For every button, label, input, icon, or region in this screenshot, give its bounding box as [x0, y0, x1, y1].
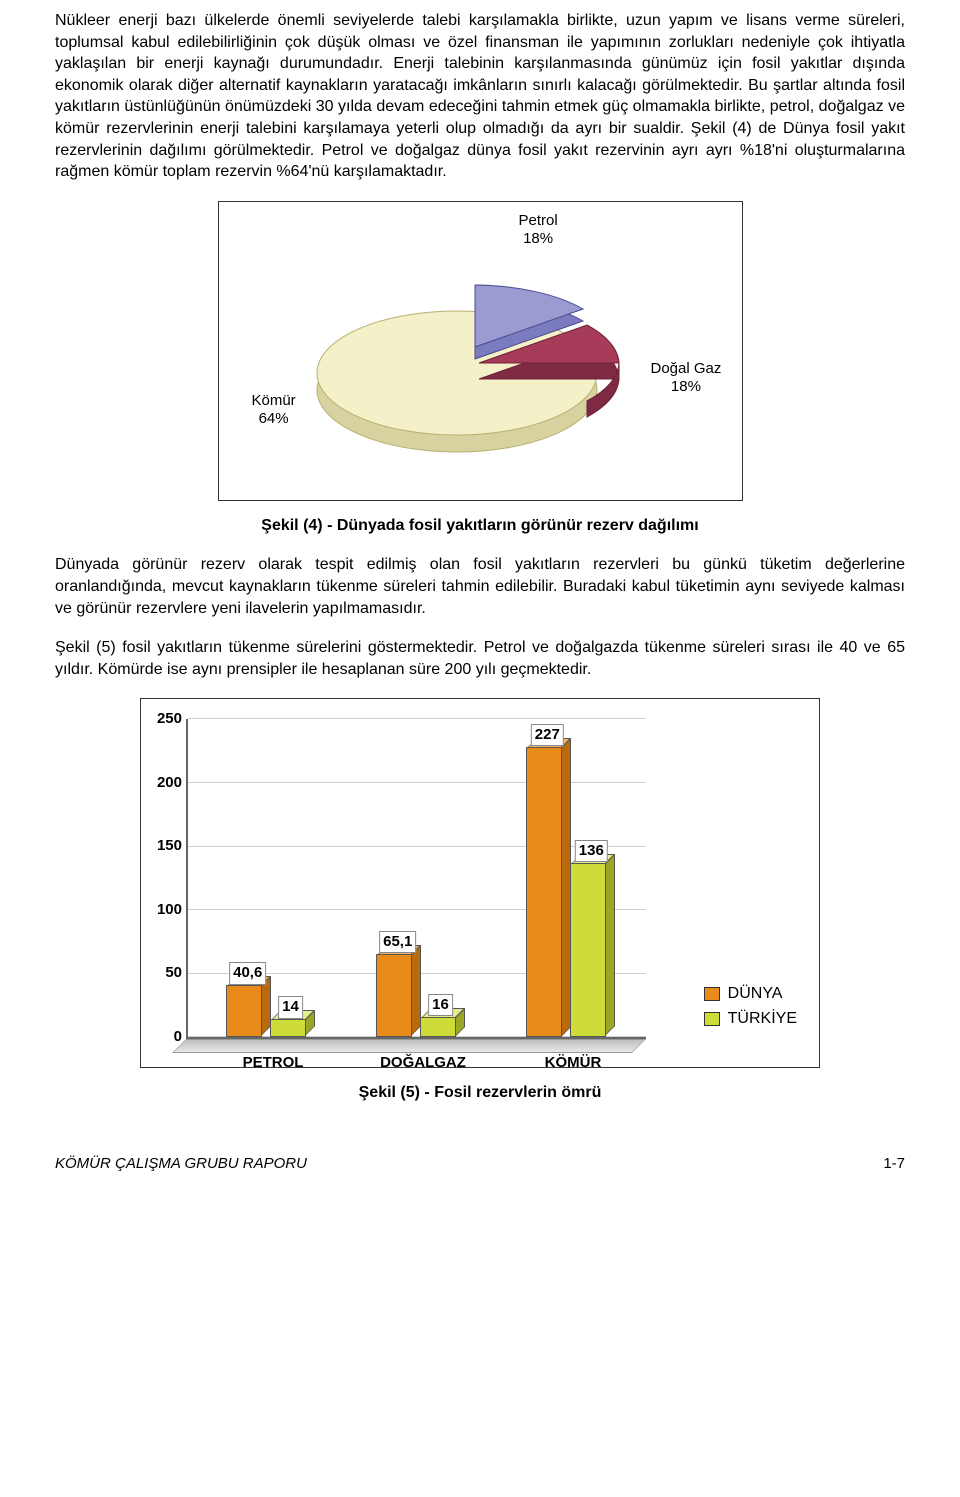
body-paragraph-2: Dünyada görünür rezerv olarak tespit edi… — [55, 554, 905, 619]
ytick: 150 — [157, 836, 188, 856]
x-category: PETROL — [218, 1037, 328, 1073]
legend-swatch — [704, 987, 720, 1001]
bar-dunya: 227 — [526, 747, 562, 1038]
x-category: DOĞALGAZ — [368, 1037, 478, 1073]
pie-slice-name: Kömür — [252, 392, 296, 409]
ytick: 50 — [165, 964, 188, 984]
pie-graphic — [309, 257, 649, 484]
bar-turkiye: 14 — [270, 1019, 306, 1037]
legend-label: DÜNYA — [728, 983, 783, 1005]
bar-value-label: 16 — [428, 994, 453, 1016]
pie-slice-name: Doğal Gaz — [651, 360, 722, 377]
pie-chart-figure-4: Petrol 18% Doğal Gaz 18% Kömür 64% — [218, 201, 743, 501]
bar-dunya: 40,6 — [226, 985, 262, 1037]
bar-chart-figure-5: 0 50 100 150 200 250 40,6 14 PETROL — [140, 698, 820, 1068]
legend-item-dunya: DÜNYA — [704, 983, 797, 1005]
pie-slice-name: Petrol — [519, 212, 558, 229]
pie-slice-value: 64% — [259, 410, 289, 427]
bar-value-label: 65,1 — [379, 931, 416, 953]
pie-label-komur: Kömür 64% — [252, 392, 296, 428]
body-paragraph-3: Şekil (5) fosil yakıtların tükenme sürel… — [55, 637, 905, 680]
legend-item-turkiye: TÜRKİYE — [704, 1008, 797, 1030]
legend-swatch — [704, 1012, 720, 1026]
footer-report-title: KÖMÜR ÇALIŞMA GRUBU RAPORU — [55, 1154, 307, 1174]
bar-dunya: 65,1 — [376, 954, 412, 1037]
bar-turkiye: 136 — [570, 863, 606, 1037]
bar-value-label: 136 — [575, 840, 608, 862]
figure-4-caption: Şekil (4) - Dünyada fosil yakıtların gör… — [55, 515, 905, 537]
pie-label-petrol: Petrol 18% — [519, 212, 558, 248]
legend-label: TÜRKİYE — [728, 1008, 797, 1030]
page-footer: KÖMÜR ÇALIŞMA GRUBU RAPORU 1-7 — [55, 1154, 905, 1174]
footer-page-number: 1-7 — [883, 1154, 905, 1174]
bar-value-label: 227 — [531, 724, 564, 746]
pie-label-dogalgaz: Doğal Gaz 18% — [651, 360, 722, 396]
ytick: 250 — [157, 709, 188, 729]
ytick: 100 — [157, 900, 188, 920]
x-category: KÖMÜR — [518, 1037, 628, 1073]
bar-turkiye: 16 — [420, 1017, 456, 1038]
ytick: 200 — [157, 773, 188, 793]
figure-5-caption: Şekil (5) - Fosil rezervlerin ömrü — [55, 1082, 905, 1104]
bar-plot-area: 0 50 100 150 200 250 40,6 14 PETROL — [186, 719, 646, 1039]
pie-slice-value: 18% — [671, 378, 701, 395]
bar-value-label: 40,6 — [229, 962, 266, 984]
pie-slice-value: 18% — [523, 230, 553, 247]
bar-legend: DÜNYA TÜRKİYE — [704, 980, 797, 1032]
body-paragraph-1: Nükleer enerji bazı ülkelerde önemli sev… — [55, 10, 905, 183]
ytick: 0 — [174, 1027, 188, 1047]
bar-value-label: 14 — [278, 996, 303, 1018]
